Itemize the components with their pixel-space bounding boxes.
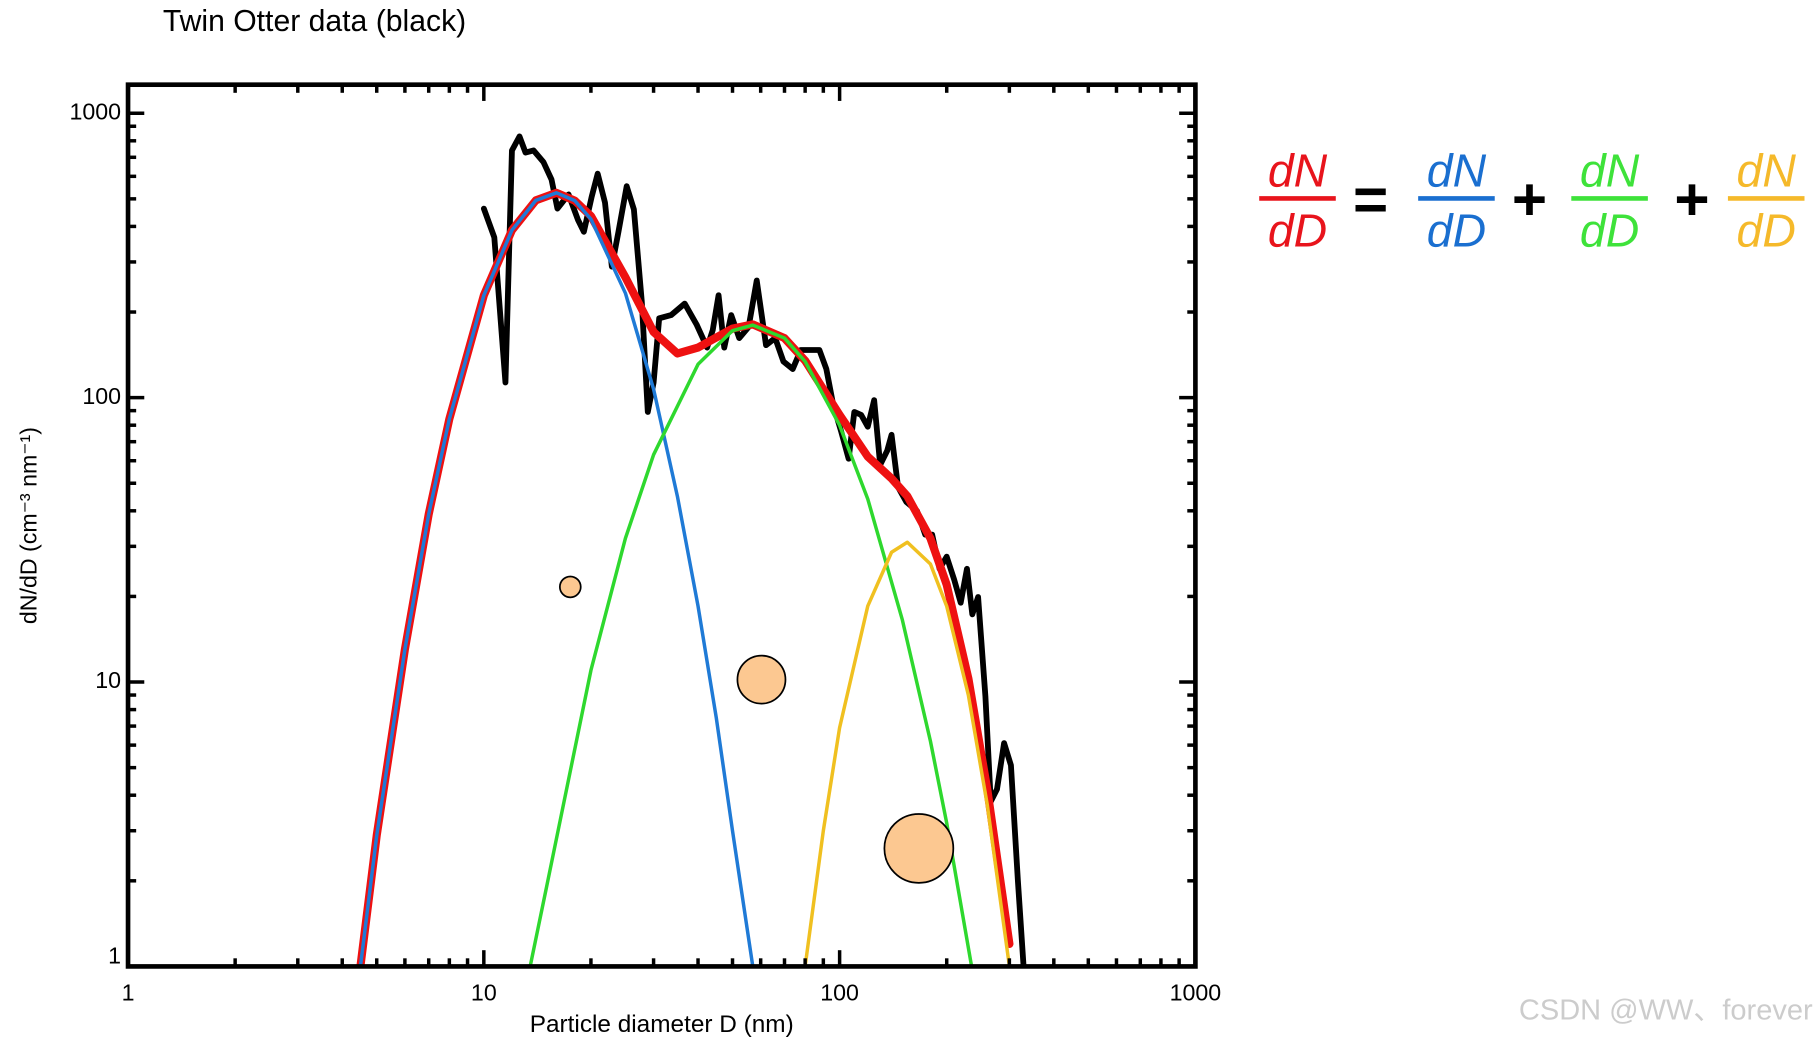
x-axis-label: Particle diameter D (nm) [530, 1011, 794, 1038]
marker [736, 654, 787, 705]
series-line [528, 323, 974, 967]
y-axis-label: dN/dD (cm⁻³ nm⁻¹) [16, 427, 42, 624]
eq-numerator: dN [1268, 144, 1328, 196]
y-tick-label: 1 [108, 942, 121, 968]
plot-area [356, 133, 1027, 967]
series-line [358, 191, 755, 967]
eq-denominator: dD [1737, 205, 1796, 257]
eq-denominator: dD [1268, 205, 1327, 257]
series-line [480, 133, 1027, 967]
eq-plus: + [1512, 165, 1547, 233]
y-tick-label: 1000 [69, 98, 121, 124]
x-tick-label: 1 [122, 979, 135, 1005]
eq-numerator: dN [1427, 144, 1487, 196]
x-tick-label: 100 [820, 979, 859, 1005]
eq-denominator: dD [1427, 205, 1486, 257]
watermark: CSDN @WW、forever [1519, 994, 1813, 1026]
marker [558, 575, 582, 599]
x-tick-label: 10 [471, 979, 497, 1005]
marker [883, 813, 955, 884]
eq-numerator: dN [1737, 144, 1797, 196]
x-tick-label: 1000 [1170, 979, 1222, 1005]
eq-denominator: dD [1580, 205, 1639, 257]
y-tick-label: 10 [95, 667, 121, 693]
chart-title: Twin Otter data (black) [163, 5, 466, 38]
eq-equals: = [1353, 165, 1388, 233]
eq-plus: + [1674, 165, 1709, 233]
eq-numerator: dN [1580, 144, 1640, 196]
plot-frame [125, 82, 1198, 969]
series-line [803, 540, 1012, 967]
y-tick-label: 100 [82, 383, 121, 409]
